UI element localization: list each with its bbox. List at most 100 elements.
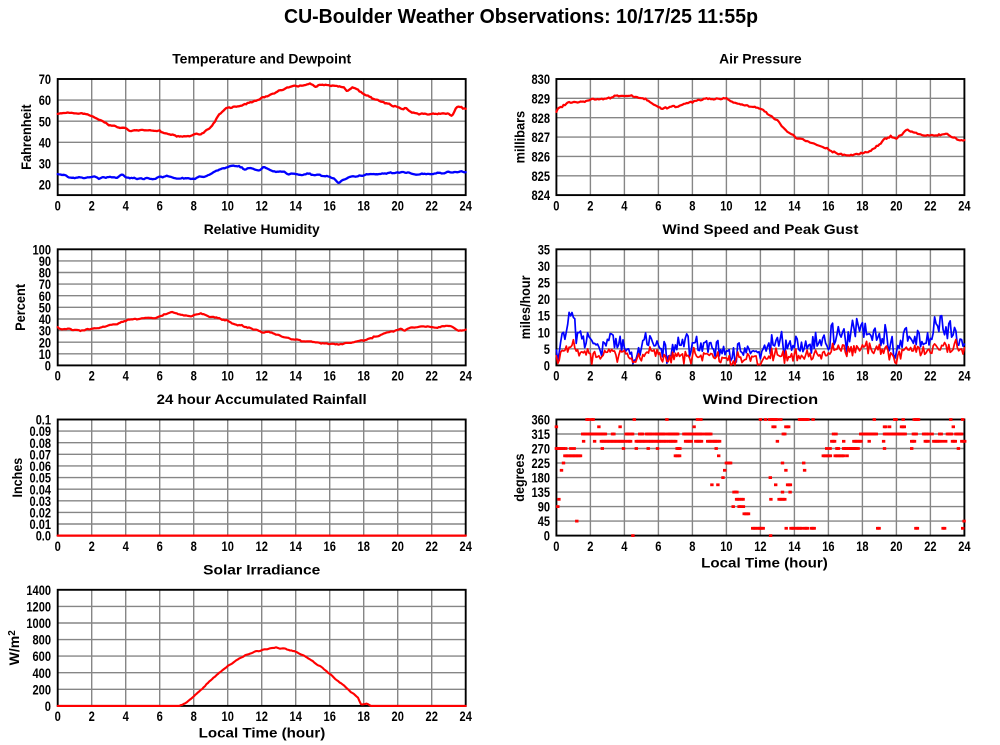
svg-text:8: 8 [191,197,197,213]
svg-text:10: 10 [222,708,234,724]
svg-text:16: 16 [822,538,834,554]
svg-text:0: 0 [544,358,550,374]
svg-text:6: 6 [157,368,163,384]
svg-text:18: 18 [856,538,868,554]
svg-text:827: 827 [532,129,551,145]
svg-text:0.0: 0.0 [36,528,51,544]
svg-text:25: 25 [538,275,550,291]
svg-text:22: 22 [426,368,438,384]
svg-text:6: 6 [157,708,163,724]
svg-text:0.02: 0.02 [30,505,52,521]
svg-text:0.09: 0.09 [30,423,52,439]
svg-text:0.03: 0.03 [30,493,52,509]
svg-text:40: 40 [39,134,51,150]
svg-text:16: 16 [324,708,336,724]
svg-text:20: 20 [39,334,51,350]
svg-text:Solar Irradiance: Solar Irradiance [203,562,320,578]
svg-text:135: 135 [532,484,551,500]
svg-text:60: 60 [39,92,51,108]
svg-text:50: 50 [39,299,51,315]
svg-text:90: 90 [538,499,550,515]
svg-text:825: 825 [532,168,551,184]
svg-text:18: 18 [856,197,868,213]
svg-text:2: 2 [587,538,593,554]
svg-text:30: 30 [39,156,51,172]
svg-text:0.07: 0.07 [30,446,52,462]
svg-text:225: 225 [532,455,551,471]
svg-text:W/m2: W/m2 [6,630,22,666]
svg-text:0: 0 [553,538,559,554]
svg-text:10: 10 [222,368,234,384]
svg-text:5: 5 [544,341,550,357]
svg-text:20: 20 [538,291,550,307]
svg-text:6: 6 [157,538,163,554]
svg-text:0.05: 0.05 [30,470,52,486]
svg-text:8: 8 [689,368,695,384]
svg-text:0: 0 [55,538,61,554]
svg-text:1200: 1200 [26,599,51,615]
svg-text:Local Time (hour): Local Time (hour) [199,725,326,741]
svg-text:18: 18 [856,368,868,384]
svg-text:2: 2 [89,368,95,384]
svg-text:400: 400 [33,665,52,681]
svg-text:Inches: Inches [9,458,25,498]
svg-text:degrees: degrees [511,453,527,501]
svg-text:22: 22 [924,538,936,554]
svg-text:35: 35 [538,241,550,257]
svg-text:Wind Direction: Wind Direction [703,391,819,407]
svg-text:0: 0 [55,708,61,724]
svg-text:2: 2 [89,538,95,554]
svg-text:12: 12 [256,197,268,213]
svg-text:22: 22 [426,538,438,554]
svg-text:20: 20 [392,708,404,724]
svg-text:270: 270 [532,441,551,457]
svg-text:60: 60 [39,288,51,304]
svg-text:24: 24 [958,368,970,384]
svg-text:12: 12 [256,708,268,724]
svg-text:12: 12 [754,368,766,384]
svg-text:8: 8 [689,197,695,213]
svg-text:22: 22 [924,368,936,384]
svg-text:8: 8 [689,538,695,554]
svg-text:800: 800 [33,632,52,648]
svg-text:24: 24 [460,197,472,213]
svg-text:16: 16 [324,538,336,554]
svg-text:8: 8 [191,708,197,724]
svg-text:24 hour Accumulated Rainfall: 24 hour Accumulated Rainfall [157,391,367,407]
svg-text:20: 20 [392,197,404,213]
svg-text:22: 22 [426,708,438,724]
svg-text:10: 10 [720,197,732,213]
svg-text:0: 0 [45,698,51,714]
svg-text:1000: 1000 [26,615,51,631]
svg-text:4: 4 [123,708,129,724]
svg-text:Percent: Percent [12,284,28,331]
svg-text:10: 10 [39,346,51,362]
svg-text:Wind Speed and Peak Gust: Wind Speed and Peak Gust [662,221,858,237]
svg-text:30: 30 [538,258,550,274]
svg-text:828: 828 [532,110,551,126]
svg-text:8: 8 [191,538,197,554]
svg-text:360: 360 [532,412,551,428]
svg-text:Local Time (hour): Local Time (hour) [701,554,828,570]
svg-text:0: 0 [553,197,559,213]
svg-text:14: 14 [290,708,302,724]
svg-text:22: 22 [924,197,936,213]
svg-text:10: 10 [222,538,234,554]
svg-text:30: 30 [39,323,51,339]
svg-text:18: 18 [358,368,370,384]
svg-text:0.1: 0.1 [36,412,51,428]
svg-text:2: 2 [89,197,95,213]
svg-text:millibars: millibars [511,111,527,164]
svg-text:0: 0 [55,368,61,384]
svg-text:6: 6 [655,197,661,213]
svg-text:600: 600 [33,648,52,664]
svg-text:20: 20 [890,368,902,384]
svg-text:2: 2 [587,368,593,384]
svg-text:24: 24 [460,538,472,554]
svg-text:829: 829 [532,90,551,106]
svg-text:10: 10 [222,197,234,213]
svg-text:12: 12 [256,538,268,554]
svg-text:24: 24 [460,708,472,724]
svg-text:90: 90 [39,253,51,269]
svg-text:Relative Humidity: Relative Humidity [204,221,320,237]
